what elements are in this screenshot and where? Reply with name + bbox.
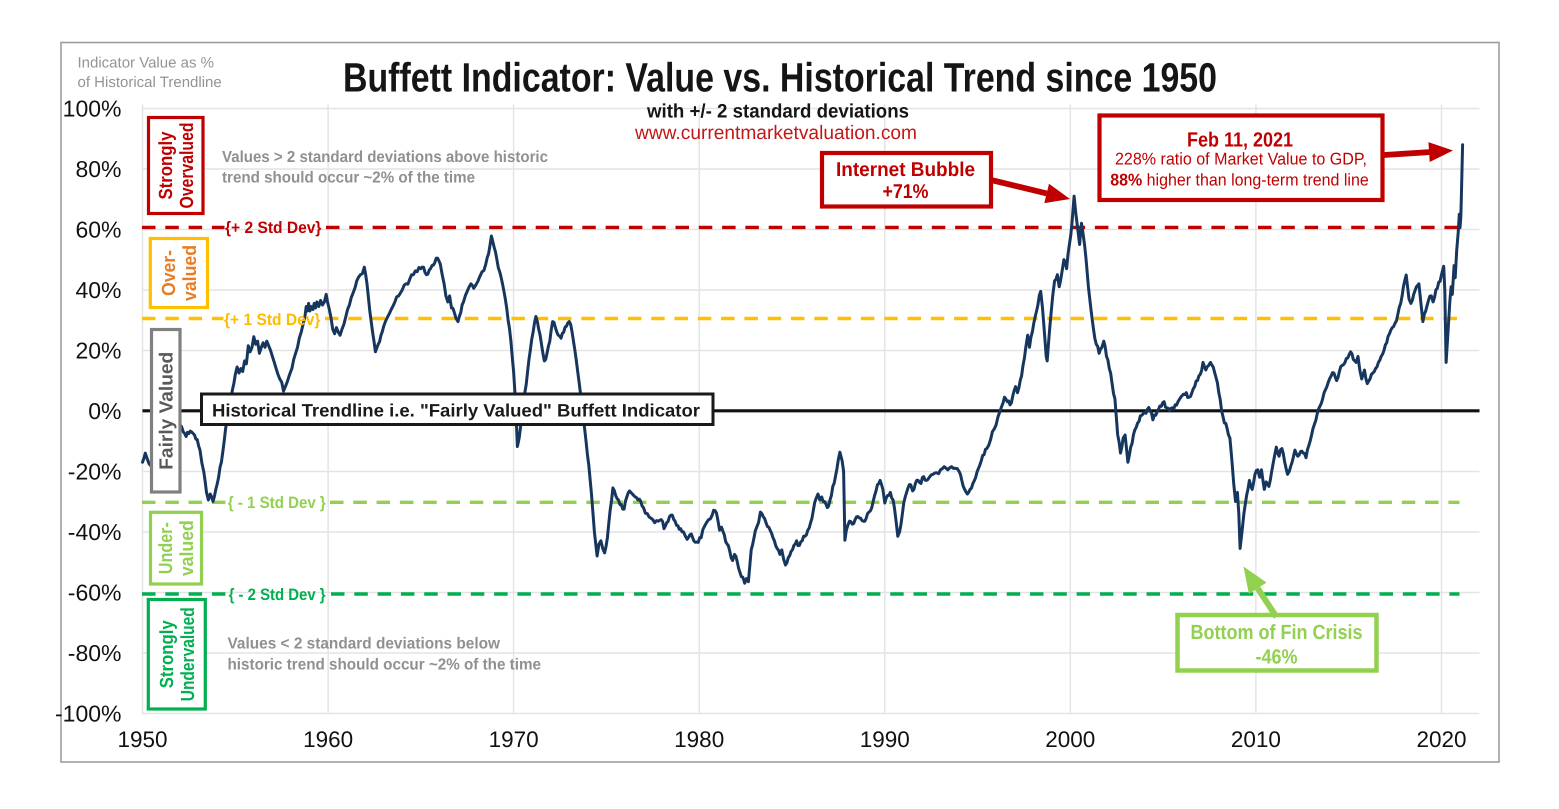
svg-text:-80%: -80% — [68, 640, 122, 666]
svg-text:Overvalued: Overvalued — [177, 123, 198, 209]
svg-text:{+ 1 Std Dev}: {+ 1 Std Dev} — [224, 311, 321, 329]
svg-text:228% ratio of Market Value to: 228% ratio of Market Value to GDP, — [1115, 150, 1367, 169]
svg-text:Buffett Indicator: Value vs. H: Buffett Indicator: Value vs. Historical … — [343, 55, 1217, 101]
svg-text:Feb 11, 2021: Feb 11, 2021 — [1187, 129, 1293, 152]
svg-text:valued: valued — [180, 245, 201, 301]
svg-text:{ - 1 Std Dev }: { - 1 Std Dev } — [228, 494, 327, 512]
svg-text:1980: 1980 — [674, 727, 724, 752]
svg-text:Bottom of Fin Crisis: Bottom of Fin Crisis — [1191, 621, 1363, 644]
svg-text:0%: 0% — [88, 398, 121, 424]
svg-text:trend should occur ~2% of the: trend should occur ~2% of the time — [222, 170, 475, 187]
svg-text:Over-: Over- — [159, 250, 180, 296]
svg-text:100%: 100% — [63, 96, 122, 122]
svg-text:Undervalued: Undervalued — [178, 607, 199, 701]
svg-text:Indicator Value as %: Indicator Value as % — [78, 54, 214, 71]
svg-text:80%: 80% — [75, 156, 121, 182]
svg-text:{ - 2 Std Dev }: { - 2 Std Dev } — [229, 586, 327, 604]
svg-text:-100%: -100% — [55, 701, 121, 727]
svg-text:1990: 1990 — [860, 727, 910, 752]
svg-text:2000: 2000 — [1045, 727, 1095, 752]
svg-text:historic trend should occur ~2: historic trend should occur ~2% of the t… — [228, 657, 542, 674]
svg-text:-46%: -46% — [1256, 646, 1298, 669]
svg-text:1950: 1950 — [117, 727, 167, 752]
svg-text:of Historical Trendline: of Historical Trendline — [78, 74, 222, 91]
svg-text:Internet Bubble: Internet Bubble — [836, 159, 975, 181]
svg-text:Values < 2 standard deviations: Values < 2 standard deviations below — [228, 636, 501, 653]
svg-text:www.currentmarketvaluation.com: www.currentmarketvaluation.com — [634, 122, 917, 144]
svg-text:Historical Trendline i.e. "Fai: Historical Trendline i.e. "Fairly Valued… — [212, 401, 700, 421]
svg-text:Strongly: Strongly — [156, 131, 177, 199]
svg-text:Values > 2 standard deviations: Values > 2 standard deviations above his… — [222, 149, 548, 166]
svg-text:60%: 60% — [75, 217, 121, 243]
svg-text:+71%: +71% — [883, 181, 929, 203]
svg-text:-20%: -20% — [68, 459, 122, 485]
svg-text:20%: 20% — [75, 338, 121, 364]
svg-text:1970: 1970 — [489, 727, 539, 752]
svg-text:{+ 2 Std Dev}: {+ 2 Std Dev} — [225, 219, 322, 237]
svg-text:Fairly Valued: Fairly Valued — [156, 352, 177, 470]
svg-text:40%: 40% — [75, 277, 121, 303]
svg-text:-60%: -60% — [68, 580, 122, 606]
svg-text:with +/- 2 standard deviations: with +/- 2 standard deviations — [646, 101, 909, 123]
svg-text:Strongly: Strongly — [157, 620, 178, 688]
svg-text:88% higher than long-term tren: 88% higher than long-term trend line — [1110, 171, 1369, 190]
svg-text:2010: 2010 — [1231, 727, 1281, 752]
svg-text:2020: 2020 — [1416, 727, 1466, 752]
svg-text:Under-: Under- — [156, 522, 177, 574]
svg-text:-40%: -40% — [68, 519, 122, 545]
svg-text:valued: valued — [177, 520, 198, 576]
svg-text:1960: 1960 — [303, 727, 353, 752]
